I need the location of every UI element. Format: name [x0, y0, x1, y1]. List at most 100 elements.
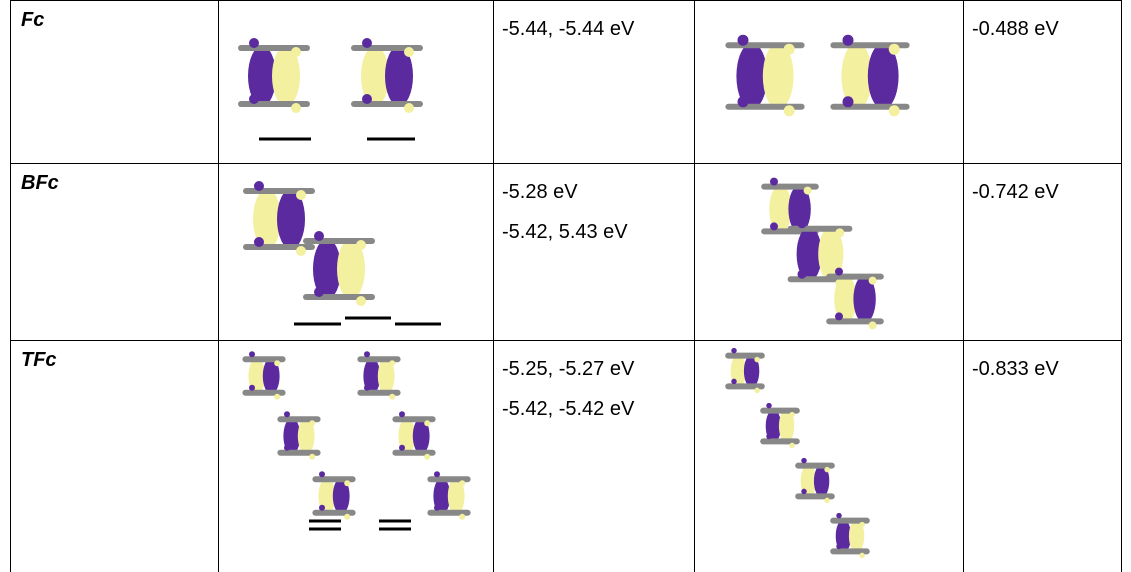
atom [296, 246, 306, 256]
atom [249, 384, 255, 391]
atom [344, 480, 351, 487]
atom [274, 360, 281, 367]
atom [356, 296, 366, 306]
orbital-image [725, 347, 870, 559]
table-cell: -5.25, -5.27 eV -5.42, -5.42 eV [493, 340, 694, 572]
table-cell: TFc [10, 340, 218, 572]
ring [725, 383, 765, 390]
atom [766, 402, 772, 409]
lumo-energy: -0.742 eV [972, 181, 1059, 203]
ring [427, 509, 471, 516]
atom [868, 276, 877, 285]
orbital-lobe [834, 275, 857, 323]
orbital-lobe [762, 43, 794, 109]
atom [836, 512, 842, 519]
atom [424, 453, 431, 460]
energy-value: -5.25, -5.27 eV [502, 358, 635, 380]
atom [859, 552, 865, 559]
atom [364, 384, 370, 391]
table-cell: -5.44, -5.44 eV [493, 0, 694, 163]
ring [427, 476, 471, 483]
atom [404, 103, 414, 113]
atom [389, 360, 396, 367]
orbital-image [725, 34, 910, 117]
atom [399, 411, 405, 418]
ring [277, 449, 321, 456]
orbital-lobe [262, 358, 280, 394]
atom [319, 471, 325, 478]
table-cell: Fc [10, 0, 218, 163]
atom [766, 433, 772, 440]
atom [731, 347, 737, 354]
atom [284, 411, 290, 418]
row-label: TFc [21, 349, 57, 371]
ring [725, 352, 765, 359]
atom [314, 231, 324, 241]
orbital-image [761, 177, 884, 330]
atom [842, 34, 854, 46]
orbital-lobe [377, 358, 395, 394]
ring [312, 476, 356, 483]
row-label: Fc [21, 9, 45, 31]
orbital-lobe [818, 227, 844, 281]
ring [242, 389, 286, 396]
atom [249, 94, 259, 104]
atom [836, 543, 842, 550]
atom [754, 356, 760, 363]
atom [801, 457, 807, 464]
ring [795, 462, 835, 469]
ring [392, 416, 436, 423]
orbital-image [242, 351, 471, 531]
orbital-lobe [385, 46, 413, 106]
orbital-lobe [841, 43, 873, 109]
lumo-energy: -0.833 eV [972, 358, 1059, 380]
atom [789, 442, 795, 449]
atom [344, 513, 351, 520]
orbital-lobe [313, 239, 341, 299]
atom [835, 312, 843, 321]
atom [389, 393, 396, 400]
table-cell: BFc [10, 163, 218, 340]
atom [835, 228, 845, 238]
atom [284, 444, 290, 451]
homo-energies: -5.25, -5.27 eV -5.42, -5.42 eV [502, 349, 634, 429]
lumo-energy: -0.488 eV [972, 18, 1059, 40]
atom [291, 103, 301, 113]
orbital-lobe [297, 418, 315, 454]
orbital-lobe [361, 46, 389, 106]
ring [830, 548, 870, 555]
atom [296, 190, 306, 200]
atom [868, 321, 877, 330]
ring [357, 356, 401, 363]
orbital-lobe [796, 227, 822, 281]
orbital-lobe [272, 46, 300, 106]
orbital-lobe [848, 519, 865, 553]
atom [737, 34, 749, 46]
atom [888, 105, 900, 117]
orbital-lobe [248, 46, 276, 106]
atom [254, 237, 264, 247]
atom [249, 351, 255, 358]
ring [830, 517, 870, 524]
atom [859, 521, 865, 528]
ring [760, 407, 800, 414]
orbital-lobe [743, 354, 760, 388]
atom [356, 240, 366, 250]
atom [314, 287, 324, 297]
atom [824, 466, 830, 473]
orbital-lobe [867, 43, 899, 109]
atom [434, 504, 440, 511]
table-cell [218, 0, 493, 163]
atom [824, 497, 830, 504]
homo-energies: -5.44, -5.44 eV [502, 9, 634, 49]
table-cell [694, 0, 963, 163]
atom [783, 105, 795, 117]
atom [797, 269, 807, 279]
atom [424, 420, 431, 427]
table-cell: -0.488 eV [963, 0, 1122, 163]
table-cell: -0.742 eV [963, 163, 1122, 340]
ring [795, 493, 835, 500]
ring [242, 356, 286, 363]
ring [312, 509, 356, 516]
